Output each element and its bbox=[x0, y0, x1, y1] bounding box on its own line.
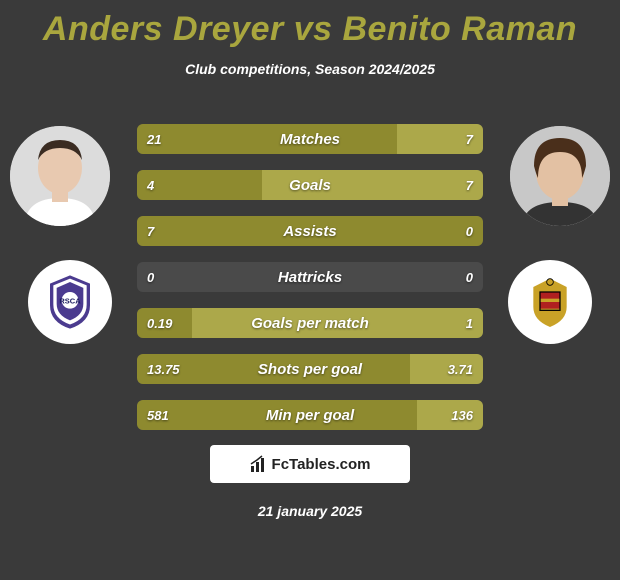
stat-row: 217Matches bbox=[137, 124, 483, 154]
club-left-logo: RSCA bbox=[28, 260, 112, 344]
stat-label: Hattricks bbox=[137, 262, 483, 292]
comparison-title: Anders Dreyer vs Benito Raman bbox=[0, 0, 620, 49]
stat-row: 47Goals bbox=[137, 170, 483, 200]
stat-row: 13.753.71Shots per goal bbox=[137, 354, 483, 384]
player-left-avatar bbox=[10, 126, 110, 226]
stat-row: 0.191Goals per match bbox=[137, 308, 483, 338]
svg-text:RSCA: RSCA bbox=[59, 297, 81, 306]
stat-label: Shots per goal bbox=[137, 354, 483, 384]
chart-icon bbox=[250, 455, 268, 473]
anderlecht-crest-icon: RSCA bbox=[35, 267, 105, 337]
club-right-logo bbox=[508, 260, 592, 344]
stat-label: Goals per match bbox=[137, 308, 483, 338]
footer-brand-text: FcTables.com bbox=[272, 456, 371, 473]
stat-row: 581136Min per goal bbox=[137, 400, 483, 430]
footer-date: 21 january 2025 bbox=[0, 503, 620, 519]
player-left-silhouette-icon bbox=[10, 126, 110, 226]
stat-label: Assists bbox=[137, 216, 483, 246]
mechelen-crest-icon bbox=[515, 267, 585, 337]
stat-label: Goals bbox=[137, 170, 483, 200]
comparison-subtitle: Club competitions, Season 2024/2025 bbox=[0, 61, 620, 77]
player-right-silhouette-icon bbox=[510, 126, 610, 226]
player-right-avatar bbox=[510, 126, 610, 226]
stat-label: Matches bbox=[137, 124, 483, 154]
stat-label: Min per goal bbox=[137, 400, 483, 430]
stat-row: 70Assists bbox=[137, 216, 483, 246]
footer-brand: FcTables.com bbox=[210, 445, 410, 483]
stat-row: 00Hattricks bbox=[137, 262, 483, 292]
comparison-rows: 217Matches 47Goals 70Assists 00Hattricks 0.1… bbox=[137, 124, 483, 446]
